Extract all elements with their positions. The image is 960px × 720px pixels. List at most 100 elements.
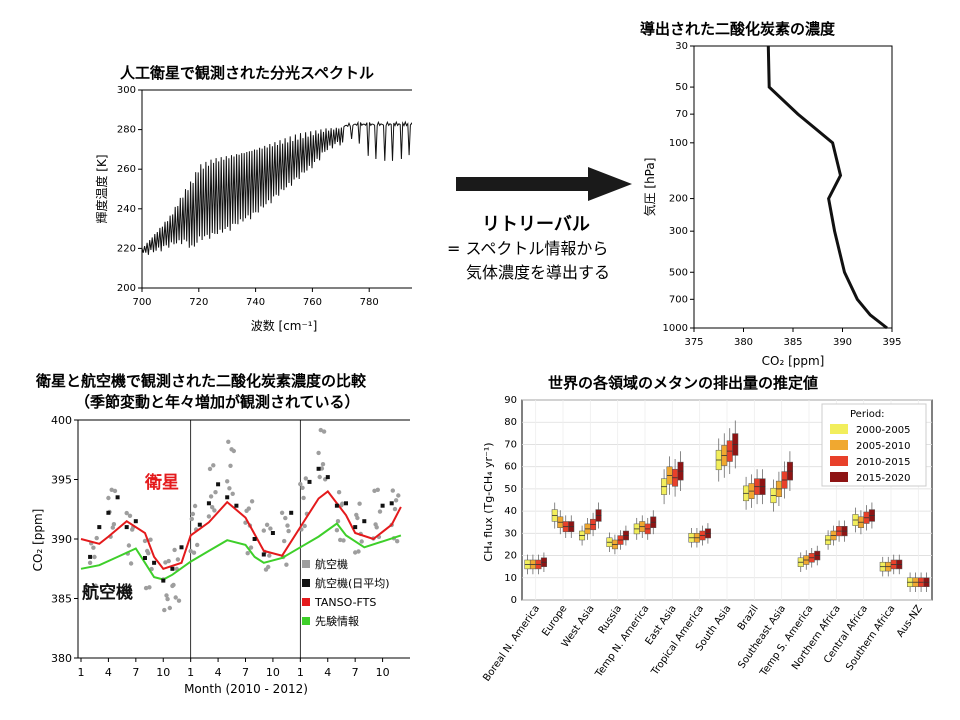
y-tick-label: 400 bbox=[51, 414, 72, 427]
timeseries-title: 衛星と航空機で観測された二酸化炭素濃度の比較 bbox=[36, 372, 367, 390]
y-tick-label: 20 bbox=[504, 551, 517, 562]
aircraft-daily-point bbox=[152, 560, 157, 565]
aircraft-point bbox=[303, 476, 308, 481]
aircraft-point bbox=[282, 538, 287, 544]
timeseries-chart: Month (2010 - 2012) CO₂ [ppm] 380 385 390 3… bbox=[31, 414, 410, 696]
aircraft-point bbox=[396, 493, 401, 498]
aircraft-point bbox=[341, 538, 346, 543]
profile-title: 導出された二酸化炭素の濃度 bbox=[640, 20, 836, 38]
aircraft-daily-point bbox=[261, 552, 266, 557]
spectrum-line bbox=[141, 120, 412, 255]
aircraft-point bbox=[206, 514, 212, 519]
y-tick-label: 300 bbox=[669, 226, 688, 237]
legend-2015: 2015-2020 bbox=[856, 473, 911, 484]
aircraft-daily-point bbox=[252, 537, 257, 541]
aircraft-point bbox=[93, 583, 98, 588]
aircraft-point bbox=[210, 505, 215, 510]
y-tick-label: 395 bbox=[51, 474, 72, 487]
aircraft-point bbox=[126, 543, 132, 548]
x-tick-label: 740 bbox=[246, 297, 265, 308]
legend-title: Period: bbox=[850, 409, 885, 420]
aircraft-point bbox=[320, 462, 326, 467]
satellite-line bbox=[80, 489, 402, 570]
retrieval-arrow bbox=[456, 167, 632, 201]
y-tick-label: 380 bbox=[51, 652, 72, 665]
x-tick-label: 10 bbox=[156, 666, 170, 679]
arrow-icon bbox=[456, 167, 632, 201]
x-tick-label: 7 bbox=[242, 666, 249, 679]
y-axis-label: 気圧 [hPa] bbox=[642, 158, 657, 217]
aircraft-point bbox=[286, 528, 291, 534]
profile-chart: CO₂ [ppm] 気圧 [hPa] 375 380 385 390 395 30 50 70… bbox=[642, 41, 902, 368]
aircraft-point bbox=[285, 523, 290, 528]
aircraft-point bbox=[128, 561, 134, 566]
aircraft-daily-point bbox=[353, 525, 358, 530]
aircraft-point bbox=[226, 439, 231, 444]
aircraft-daily-point bbox=[115, 495, 120, 500]
x-tick-label: 10 bbox=[266, 666, 280, 679]
x-tick-label: 1 bbox=[297, 666, 304, 679]
x-tick-label: 1 bbox=[187, 666, 194, 679]
x-tick-label: 10 bbox=[376, 666, 390, 679]
x-tick-label: 720 bbox=[189, 297, 208, 308]
plot-frame bbox=[693, 45, 893, 329]
aircraft-point bbox=[316, 450, 321, 456]
aircraft-daily-point bbox=[216, 482, 221, 487]
legend-aircraft: 航空機 bbox=[315, 557, 348, 571]
prior-line bbox=[80, 522, 402, 581]
spectrum-chart: 波数 [cm⁻¹] 輝度温度 [K] 700720740760780800200… bbox=[94, 85, 412, 333]
aircraft-daily-point bbox=[97, 525, 102, 530]
x-tick-label: 7 bbox=[132, 666, 139, 679]
aircraft-point bbox=[357, 501, 362, 506]
aircraft-point bbox=[225, 479, 230, 484]
aircraft-point bbox=[162, 607, 167, 613]
x-tick-label: 380 bbox=[734, 337, 753, 348]
aircraft-point bbox=[91, 545, 96, 550]
aircraft-point bbox=[268, 526, 273, 531]
y-tick-label: 10 bbox=[504, 573, 517, 584]
y-tick-label: 240 bbox=[117, 204, 136, 215]
co2-profile-line bbox=[766, 45, 888, 330]
aircraft-daily-point bbox=[133, 519, 138, 524]
y-tick-label: 0 bbox=[511, 595, 517, 606]
aircraft-daily-point bbox=[289, 510, 294, 515]
aircraft-point bbox=[188, 548, 193, 554]
aircraft-daily-point bbox=[179, 545, 184, 550]
y-axis-label: CO₂ [ppm] bbox=[31, 509, 45, 572]
aircraft-point bbox=[266, 564, 271, 570]
aircraft-point bbox=[192, 503, 198, 509]
aircraft-point bbox=[212, 508, 217, 513]
aircraft-point bbox=[146, 551, 151, 556]
y-axis-label: 輝度温度 [K] bbox=[94, 154, 109, 223]
y-tick-label: 90 bbox=[504, 395, 517, 406]
y-tick-label: 385 bbox=[51, 593, 72, 606]
category-label: Brazil bbox=[736, 603, 761, 632]
aircraft-point bbox=[148, 537, 153, 542]
spectrum-title: 人工衛星で観測された分光スペクトル bbox=[120, 64, 374, 82]
x-axis-label: 波数 [cm⁻¹] bbox=[251, 318, 318, 333]
aircraft-daily-point bbox=[197, 522, 202, 527]
aircraft-point bbox=[340, 501, 345, 506]
category-label: Aus-NZ bbox=[895, 603, 925, 639]
aircraft-point bbox=[213, 490, 218, 495]
aircraft-point bbox=[392, 506, 398, 512]
y-tick-label: 300 bbox=[117, 85, 136, 96]
aircraft-point bbox=[267, 553, 272, 558]
aircraft-point bbox=[355, 515, 360, 521]
aircraft-point bbox=[172, 547, 177, 553]
aircraft-point bbox=[106, 495, 111, 501]
aircraft-point bbox=[298, 481, 303, 487]
aircraft-point bbox=[163, 560, 168, 565]
legend: 航空機 航空機(日平均) TANSO-FTS 先験情報 bbox=[302, 557, 390, 628]
aircraft-point bbox=[248, 545, 254, 550]
aircraft-point bbox=[90, 586, 95, 591]
y-tick-label: 700 bbox=[669, 294, 688, 305]
aircraft-point bbox=[227, 486, 232, 491]
plot-frame bbox=[141, 89, 412, 289]
x-axis-label: CO₂ [ppm] bbox=[762, 354, 825, 368]
aircraft-daily-point bbox=[362, 519, 367, 524]
aircraft-point bbox=[166, 558, 171, 564]
aircraft-point bbox=[317, 474, 322, 480]
aircraft-point bbox=[112, 488, 118, 494]
aircraft-point bbox=[245, 551, 250, 556]
